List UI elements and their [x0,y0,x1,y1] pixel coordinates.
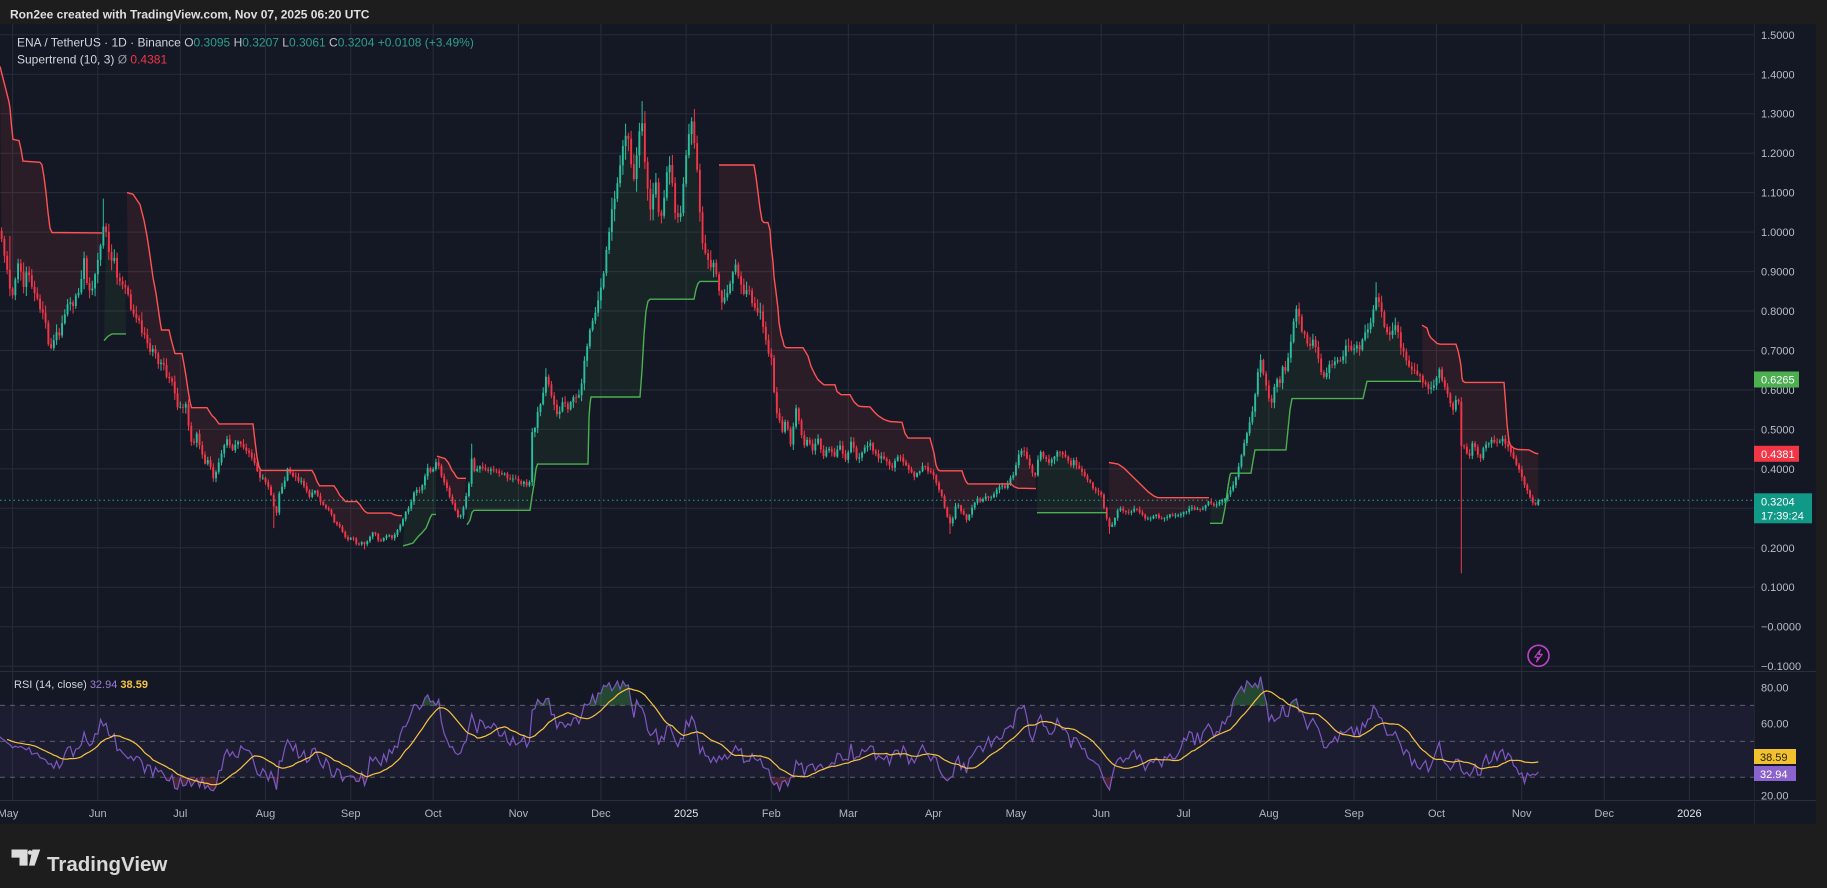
svg-text:Aug: Aug [256,808,276,820]
svg-text:1.0000: 1.0000 [1761,227,1795,239]
svg-text:Sep: Sep [1344,808,1364,820]
svg-text:0.9000: 0.9000 [1761,267,1795,279]
svg-text:0.3204: 0.3204 [1761,496,1795,508]
svg-text:32.94: 32.94 [1760,769,1788,781]
svg-text:Feb: Feb [762,808,781,820]
svg-text:Dec: Dec [591,808,611,820]
svg-text:0.6265: 0.6265 [1761,375,1795,387]
svg-text:2026: 2026 [1677,808,1701,820]
svg-text:Aug: Aug [1259,808,1279,820]
svg-text:Jun: Jun [89,808,107,820]
svg-text:0.5000: 0.5000 [1761,424,1795,436]
svg-text:Jul: Jul [173,808,187,820]
svg-text:Jul: Jul [1177,808,1191,820]
svg-text:0.8000: 0.8000 [1761,306,1795,318]
svg-text:17:39:24: 17:39:24 [1761,510,1804,522]
svg-text:Apr: Apr [925,808,942,820]
svg-text:May: May [0,808,19,820]
svg-text:Jun: Jun [1092,808,1110,820]
svg-text:TradingView: TradingView [47,853,167,876]
svg-text:80.00: 80.00 [1761,682,1789,694]
svg-text:0.1000: 0.1000 [1761,582,1795,594]
svg-text:38.59: 38.59 [1760,752,1788,764]
svg-text:60.00: 60.00 [1761,718,1789,730]
svg-text:May: May [1006,808,1027,820]
svg-text:0.7000: 0.7000 [1761,346,1795,358]
svg-text:Oct: Oct [1428,808,1445,820]
svg-text:1.3000: 1.3000 [1761,109,1795,121]
svg-text:Supertrend (10, 3) Ø 0.4381: Supertrend (10, 3) Ø 0.4381 [17,53,167,67]
svg-text:ENA / TetherUS · 1D · Binance: ENA / TetherUS · 1D · Binance O0.3095 H0… [17,36,474,50]
svg-text:1.5000: 1.5000 [1761,30,1795,42]
svg-text:0.4000: 0.4000 [1761,464,1795,476]
svg-text:1.2000: 1.2000 [1761,148,1795,160]
svg-text:Mar: Mar [839,808,858,820]
svg-text:0.6000: 0.6000 [1761,385,1795,397]
svg-text:1.1000: 1.1000 [1761,188,1795,200]
svg-text:Nov: Nov [1512,808,1532,820]
svg-text:2025: 2025 [674,808,698,820]
svg-text:Oct: Oct [425,808,442,820]
svg-text:Ron2ee created with TradingVie: Ron2ee created with TradingView.com, Nov… [10,8,370,22]
svg-text:0.4381: 0.4381 [1761,449,1795,461]
svg-text:Dec: Dec [1594,808,1614,820]
svg-text:−0.0000: −0.0000 [1761,622,1801,634]
svg-text:1.4000: 1.4000 [1761,69,1795,81]
svg-text:Nov: Nov [509,808,529,820]
svg-text:0.2000: 0.2000 [1761,543,1795,555]
svg-text:Sep: Sep [341,808,361,820]
svg-text:20.00: 20.00 [1761,790,1789,802]
svg-text:−0.1000: −0.1000 [1761,661,1801,673]
svg-text:RSI (14, close) 32.94 38.59: RSI (14, close) 32.94 38.59 [14,679,148,691]
